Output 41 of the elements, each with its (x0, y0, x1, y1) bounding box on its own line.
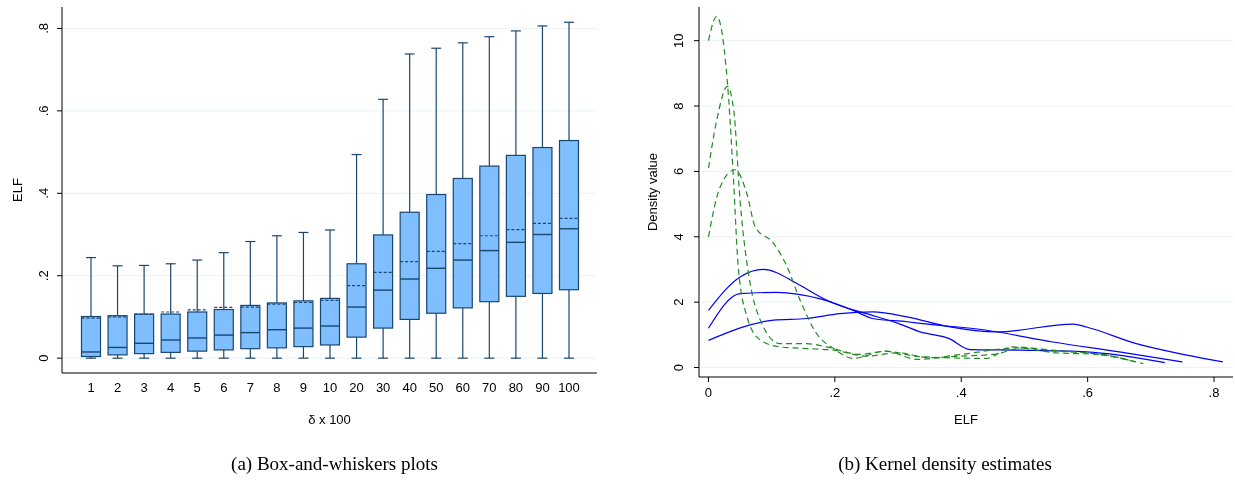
x-tick-label: .4 (955, 385, 967, 400)
x-tick-label: 9 (299, 380, 308, 395)
x-tick-label: 2 (113, 380, 122, 395)
x-tick-label: 4 (167, 380, 175, 395)
x-tick-label: 6 (220, 380, 228, 395)
x-tick-label: 100 (558, 380, 580, 395)
y-axis-title: ELF (10, 178, 25, 202)
x-tick-label: .2 (829, 385, 841, 400)
x-tick-label: 8 (273, 380, 281, 395)
y-tick-label: .4 (36, 187, 51, 199)
y-tick-label: 8 (671, 102, 686, 110)
x-tick-label: 60 (455, 380, 471, 395)
x-tick-label: 80 (508, 380, 524, 395)
y-tick-label: 0 (671, 363, 686, 372)
x-tick-label: 30 (375, 380, 391, 395)
x-tick-label: .8 (1208, 385, 1220, 400)
x-tick-label: 1 (87, 380, 95, 395)
x-tick-label: 7 (246, 380, 254, 395)
x-axis-title: δ x 100 (308, 412, 351, 427)
y-tick-label: 6 (671, 167, 686, 176)
y-tick-label: 4 (671, 233, 686, 241)
x-tick-label: 50 (428, 380, 444, 395)
y-tick-label: 2 (671, 298, 686, 306)
x-tick-label: 10 (322, 380, 338, 395)
y-tick-label: .6 (36, 105, 51, 117)
x-tick-label: 3 (140, 380, 148, 395)
x-tick-label: 20 (349, 380, 364, 395)
x-tick-label: 5 (193, 380, 201, 395)
y-tick-label: .8 (36, 23, 51, 34)
y-tick-label: 0 (36, 354, 51, 362)
x-tick-label: 70 (482, 380, 497, 395)
text: (b) Kernel density estimates (838, 453, 1052, 475)
y-tick-label: .2 (36, 270, 51, 282)
y-tick-label: 10 (671, 33, 686, 48)
y-axis-title: Density value (645, 152, 660, 232)
text: (a) Box-and-whiskers plots (231, 453, 438, 475)
x-tick-label: .6 (1082, 385, 1094, 400)
x-axis-title: ELF (954, 412, 978, 427)
x-tick-label: 90 (535, 380, 550, 395)
x-tick-label: 40 (402, 380, 417, 395)
x-tick-label: 0 (704, 385, 713, 400)
